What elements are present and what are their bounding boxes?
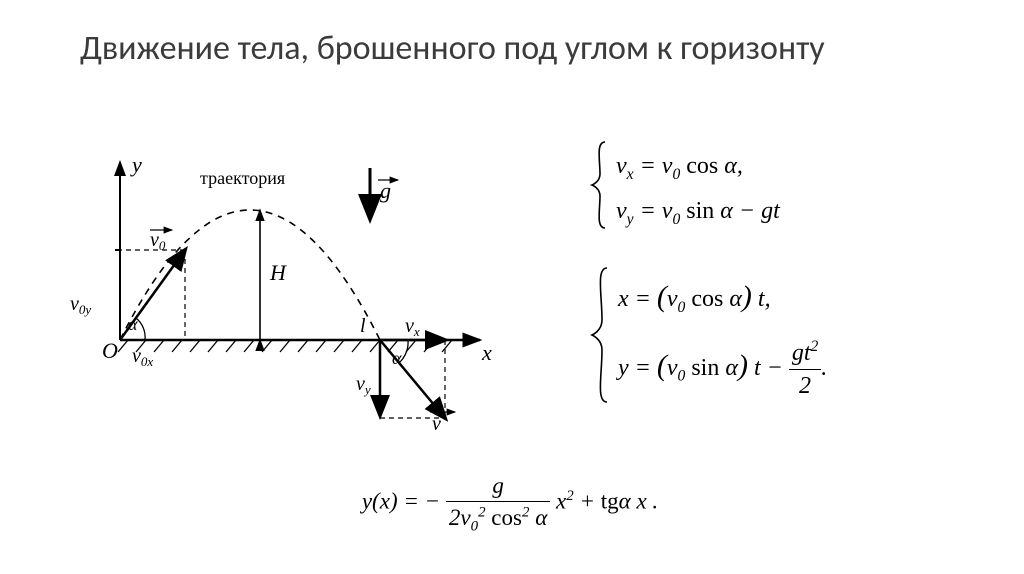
equation-trajectory-yx: y(x) = − g 2v02 cos2 α x2 + tgα x . — [280, 470, 740, 537]
g-label: g — [380, 178, 391, 203]
x-axis-label: x — [481, 340, 492, 365]
trajectory-label: траектория — [200, 168, 285, 188]
y-axis-label: y — [130, 152, 142, 177]
v0y-label: v0y — [70, 293, 91, 317]
projectile-diagram: y x O траектория H v0 v0y v — [60, 150, 530, 440]
v-end-label: v — [432, 413, 441, 435]
origin-label: O — [102, 338, 118, 363]
v0x-label: v0x — [132, 345, 153, 369]
eq-vy: vy = v0 sin α − gt — [616, 195, 780, 230]
equation-system-position: x = (v0 cos α) t, y = (v0 sin α) t − gt2… — [590, 265, 827, 414]
vx-end-label: vx — [405, 315, 420, 339]
vy-end-label: vy — [356, 373, 371, 397]
l-label: l — [360, 315, 366, 337]
ground-hatch — [118, 340, 452, 352]
page-title: Движение тела, брошенного под углом к го… — [80, 28, 944, 71]
v-end-vector — [380, 340, 445, 418]
eq-y: y = (v0 sin α) t − gt2 2 . — [618, 336, 827, 403]
angle-label-1: α — [128, 314, 138, 334]
v0-label: v0 — [150, 229, 166, 253]
H-label: H — [269, 260, 287, 285]
angle-label-2: α — [392, 348, 402, 368]
eq-vx: vx = v0 cos α, — [616, 150, 780, 185]
equation-system-velocity: vx = v0 cos α, vy = v0 sin α − gt — [590, 140, 780, 239]
eq-x: x = (v0 cos α) t, — [618, 277, 827, 318]
